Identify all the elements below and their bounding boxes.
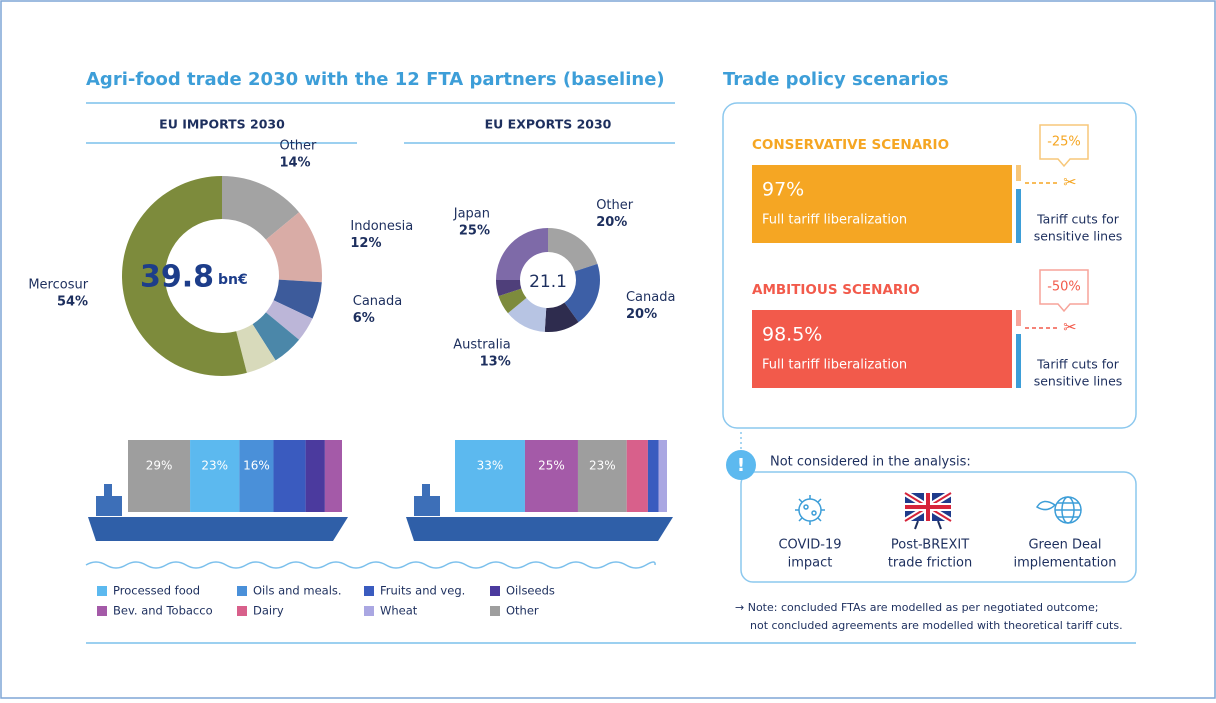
- cargo-label: 23%: [201, 459, 228, 473]
- cargo-label: 29%: [146, 459, 173, 473]
- legend-label: Oilseeds: [506, 584, 555, 598]
- stub-blue: [1016, 334, 1021, 388]
- center-value: 21.1: [529, 272, 567, 292]
- not-considered-item: Post-BREXIT: [891, 538, 969, 553]
- not-considered-item: implementation: [1013, 556, 1116, 571]
- legend-swatch: [97, 606, 107, 616]
- cut-value: -50%: [1047, 280, 1081, 295]
- donut-value-label: 14%: [279, 155, 310, 170]
- cargo-segment: [627, 440, 648, 512]
- cargo-segment: [659, 440, 667, 512]
- donut-label: Indonesia: [350, 219, 413, 234]
- scenario-description: Full tariff liberalization: [762, 213, 907, 228]
- stub-blue: [1016, 189, 1021, 243]
- legend-label: Dairy: [253, 604, 284, 618]
- cargo-segment: [239, 440, 273, 512]
- scenario-value: 98.5%: [762, 324, 822, 346]
- legend-swatch: [237, 606, 247, 616]
- cut-value: -25%: [1047, 135, 1081, 150]
- main-title: Agri-food trade 2030 with the 12 FTA par…: [86, 69, 665, 90]
- donut-label: Canada: [626, 290, 675, 305]
- scenario-description: Full tariff liberalization: [762, 358, 907, 373]
- donut-label: Japan: [453, 207, 490, 222]
- cargo-segment: [455, 440, 525, 512]
- donut-label: Other: [596, 198, 634, 213]
- scenario-bar: [752, 165, 1012, 243]
- cut-note: sensitive lines: [1034, 229, 1123, 244]
- cargo-segment: [578, 440, 627, 512]
- note-line: not concluded agreements are modelled wi…: [750, 619, 1123, 632]
- legend-label: Other: [506, 604, 539, 618]
- donut-label: Canada: [353, 294, 402, 309]
- donut-value-label: 12%: [350, 236, 381, 251]
- donut-value-label: 54%: [57, 294, 88, 309]
- donut-label: Australia: [453, 338, 511, 353]
- cargo-segment: [648, 440, 659, 512]
- donut-value-label: 20%: [626, 307, 657, 322]
- legend-swatch: [97, 586, 107, 596]
- cargo-segment: [190, 440, 239, 512]
- legend-swatch: [364, 586, 374, 596]
- not-considered-item: trade friction: [888, 556, 972, 571]
- legend-label: Oils and meals.: [253, 584, 342, 598]
- not-considered-item: COVID-19: [778, 538, 841, 553]
- stub: [1016, 165, 1021, 181]
- donut-value-label: 20%: [596, 215, 627, 230]
- legend-swatch: [490, 586, 500, 596]
- not-considered-title: Not considered in the analysis:: [770, 455, 971, 470]
- cut-note: sensitive lines: [1034, 374, 1123, 389]
- cut-note: Tariff cuts for: [1036, 212, 1120, 227]
- center-unit: bn€: [218, 272, 248, 288]
- cargo-segment: [128, 440, 190, 512]
- cargo-label: 33%: [477, 459, 504, 473]
- donut-label: Mercosur: [28, 277, 88, 292]
- scenario-name: AMBITIOUS SCENARIO: [752, 282, 920, 298]
- cargo-label: 16%: [243, 459, 270, 473]
- cut-note: Tariff cuts for: [1036, 357, 1120, 372]
- cargo-segment: [325, 440, 342, 512]
- legend-label: Wheat: [380, 604, 418, 618]
- legend-label: Bev. and Tobacco: [113, 604, 213, 618]
- exports-title: EU EXPORTS 2030: [485, 117, 612, 132]
- donut-value-label: 6%: [353, 311, 375, 326]
- not-considered-item: impact: [788, 556, 833, 571]
- donut-label: Other: [279, 138, 317, 153]
- scenario-name: CONSERVATIVE SCENARIO: [752, 137, 949, 153]
- cargo-segment: [525, 440, 578, 512]
- scenario-value: 97%: [762, 179, 804, 201]
- scissors: ✂: [1063, 173, 1076, 192]
- cargo-segment: [274, 440, 306, 512]
- stub: [1016, 310, 1021, 326]
- scenario-bar: [752, 310, 1012, 388]
- legend-swatch: [490, 606, 500, 616]
- donut-value-label: 13%: [480, 355, 511, 370]
- cargo-label: 23%: [589, 459, 616, 473]
- legend-swatch: [237, 586, 247, 596]
- not-considered-item: Green Deal: [1028, 538, 1101, 553]
- cargo-label: 25%: [538, 459, 565, 473]
- scenarios-title: Trade policy scenarios: [723, 69, 949, 90]
- note-line: → Note: concluded FTAs are modelled as p…: [735, 601, 1098, 614]
- imports-title: EU IMPORTS 2030: [159, 117, 285, 132]
- cargo-segment: [306, 440, 325, 512]
- legend-label: Fruits and veg.: [380, 584, 465, 598]
- legend-swatch: [364, 606, 374, 616]
- page: Agri-food trade 2030 with the 12 FTA par…: [0, 0, 1216, 699]
- legend-label: Processed food: [113, 584, 200, 598]
- scissors: ✂: [1063, 318, 1076, 337]
- donut-value-label: 25%: [459, 224, 490, 239]
- center-value: 39.8: [140, 260, 214, 295]
- alert-mark: !: [737, 455, 745, 476]
